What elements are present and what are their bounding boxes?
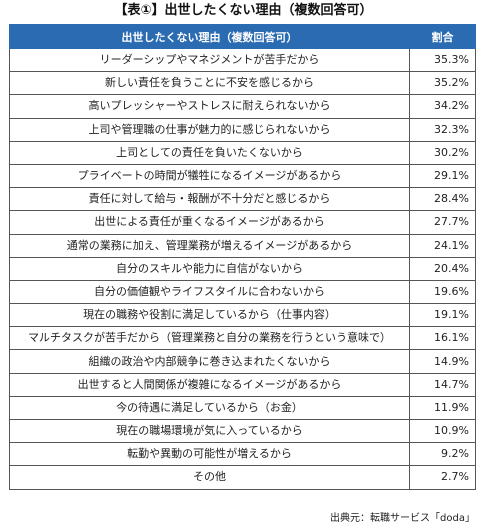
table-row: その他 2.7% (9, 465, 476, 490)
row-percentage: 2.7% (409, 465, 476, 490)
row-percentage: 34.2% (409, 94, 476, 119)
table-row: 組織の政治や内部競争に巻き込まれたくないから 14.9% (9, 349, 476, 374)
table-row: 責任に対して給与・報酬が不十分だと感じるから 28.4% (9, 187, 476, 212)
row-reason: 上司や管理職の仕事が魅力的に感じられないから (9, 117, 410, 142)
table-row: 上司としての責任を負いたくないから 30.2% (9, 140, 476, 165)
row-percentage: 11.9% (409, 395, 476, 421)
table-row: 新しい責任を負うことに不安を感じるから 35.2% (9, 71, 476, 96)
row-reason: 責任に対して給与・報酬が不十分だと感じるから (9, 187, 410, 212)
table-row: 転勤や異動の可能性が増えるから 9.2% (9, 442, 476, 467)
table-body: リーダーシップやマネジメントが苦手だから 35.3% 新しい責任を負うことに不安を感… (9, 47, 476, 490)
table-header-row: 出世したくない理由（複数回答可） 割合 (9, 24, 476, 49)
table-row: 自分の価値観やライフスタイルに合わないから 19.6% (9, 279, 476, 305)
table-row: リーダーシップやマネジメントが苦手だから 35.3% (9, 47, 476, 73)
row-percentage: 32.3% (409, 117, 476, 142)
page-title: 【表①】出世したくない理由（複数回答可） (114, 3, 373, 18)
row-percentage: 14.7% (409, 372, 476, 397)
table-row: 現在の職場環境が気に入っているから 10.9% (9, 418, 476, 444)
table-row: 通常の業務に加え、管理業務が増えるイメージがあるから 24.1% (9, 233, 476, 258)
row-percentage: 35.3% (409, 47, 476, 73)
table-row: 自分のスキルや能力に自信がないから 20.4% (9, 256, 476, 281)
row-percentage: 35.2% (409, 71, 476, 96)
table-row: 出世による責任が重くなるイメージがあるから 27.7% (9, 210, 476, 235)
header-reason: 出世したくない理由（複数回答可） (9, 24, 410, 49)
row-percentage: 9.2% (409, 442, 476, 467)
row-percentage: 29.1% (409, 163, 476, 189)
row-reason: 出世による責任が重くなるイメージがあるから (9, 210, 410, 235)
table-row: 現在の職務や役割に満足しているから（仕事内容） 19.1% (9, 303, 476, 328)
row-reason: 自分のスキルや能力に自信がないから (9, 256, 410, 281)
row-reason: 高いプレッシャーやストレスに耐えられないから (9, 94, 410, 119)
row-reason: 出世すると人間関係が複雑になるイメージがあるから (9, 372, 410, 397)
reasons-table: 出世したくない理由（複数回答可） 割合 リーダーシップやマネジメントが苦手だから… (9, 24, 476, 490)
row-percentage: 27.7% (409, 210, 476, 235)
row-reason: 上司としての責任を負いたくないから (9, 140, 410, 165)
table-row: 今の待遇に満足しているから（お金） 11.9% (9, 395, 476, 421)
header-percentage: 割合 (409, 24, 476, 49)
table-row: プライベートの時間が犠牲になるイメージがあるから 29.1% (9, 163, 476, 189)
row-reason: リーダーシップやマネジメントが苦手だから (9, 47, 410, 73)
table-row: 出世すると人間関係が複雑になるイメージがあるから 14.7% (9, 372, 476, 397)
row-reason: 今の待遇に満足しているから（お金） (9, 395, 410, 421)
row-percentage: 19.6% (409, 279, 476, 305)
row-reason: プライベートの時間が犠牲になるイメージがあるから (9, 163, 410, 189)
row-percentage: 30.2% (409, 140, 476, 165)
row-percentage: 28.4% (409, 187, 476, 212)
row-percentage: 14.9% (409, 349, 476, 374)
row-reason: 現在の職場環境が気に入っているから (9, 418, 410, 444)
row-reason: 組織の政治や内部競争に巻き込まれたくないから (9, 349, 410, 374)
source-note: 出典元：転職サービス「doda」 (330, 513, 475, 524)
row-reason: マルチタスクが苦手だから（管理業務と自分の業務を行うという意味で） (9, 326, 410, 351)
row-reason: 自分の価値観やライフスタイルに合わないから (9, 279, 410, 305)
row-percentage: 16.1% (409, 326, 476, 351)
table-row: 上司や管理職の仕事が魅力的に感じられないから 32.3% (9, 117, 476, 142)
table-row: マルチタスクが苦手だから（管理業務と自分の業務を行うという意味で） 16.1% (9, 326, 476, 351)
row-percentage: 10.9% (409, 418, 476, 444)
row-reason: 転勤や異動の可能性が増えるから (9, 442, 410, 467)
row-reason: 新しい責任を負うことに不安を感じるから (9, 71, 410, 96)
row-reason: その他 (9, 465, 410, 490)
row-percentage: 24.1% (409, 233, 476, 258)
row-reason: 通常の業務に加え、管理業務が増えるイメージがあるから (9, 233, 410, 258)
table-row: 高いプレッシャーやストレスに耐えられないから 34.2% (9, 94, 476, 119)
row-reason: 現在の職務や役割に満足しているから（仕事内容） (9, 303, 410, 328)
row-percentage: 19.1% (409, 303, 476, 328)
row-percentage: 20.4% (409, 256, 476, 281)
